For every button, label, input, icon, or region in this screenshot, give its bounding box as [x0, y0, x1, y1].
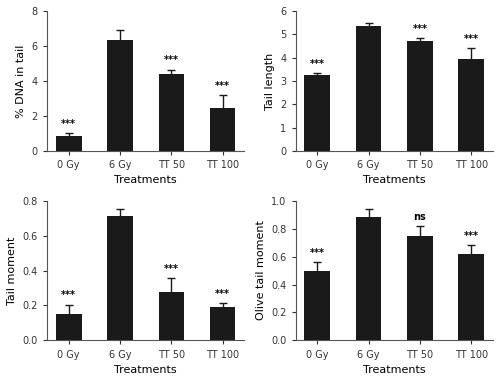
Text: ***: ***	[215, 289, 230, 299]
Text: ns: ns	[414, 212, 426, 222]
X-axis label: Treatments: Treatments	[363, 175, 426, 185]
Y-axis label: Tail moment: Tail moment	[7, 236, 17, 305]
Bar	[458, 254, 484, 340]
Bar	[407, 41, 433, 151]
X-axis label: Treatments: Treatments	[114, 175, 177, 185]
Bar	[304, 270, 330, 340]
Bar	[158, 291, 184, 340]
Bar	[304, 75, 330, 151]
Bar	[407, 236, 433, 340]
Bar	[356, 217, 382, 340]
Text: ***: ***	[61, 290, 76, 300]
Bar	[210, 307, 236, 340]
Text: ***: ***	[310, 248, 325, 258]
Bar	[107, 216, 133, 340]
Y-axis label: Olive tail moment: Olive tail moment	[256, 220, 266, 320]
Bar	[56, 136, 82, 151]
X-axis label: Treatments: Treatments	[363, 365, 426, 375]
Text: ***: ***	[164, 55, 179, 65]
X-axis label: Treatments: Treatments	[114, 365, 177, 375]
Text: ***: ***	[164, 264, 179, 274]
Bar	[107, 40, 133, 151]
Text: ***: ***	[412, 24, 428, 34]
Y-axis label: % DNA in tail: % DNA in tail	[16, 44, 26, 118]
Text: ***: ***	[464, 34, 478, 44]
Text: ***: ***	[61, 119, 76, 129]
Text: ***: ***	[215, 81, 230, 91]
Bar	[158, 74, 184, 151]
Text: ***: ***	[464, 231, 478, 241]
Bar	[458, 59, 484, 151]
Bar	[356, 26, 382, 151]
Bar	[56, 314, 82, 340]
Y-axis label: Tail length: Tail length	[264, 52, 274, 110]
Text: ***: ***	[310, 58, 325, 68]
Bar	[210, 108, 236, 151]
